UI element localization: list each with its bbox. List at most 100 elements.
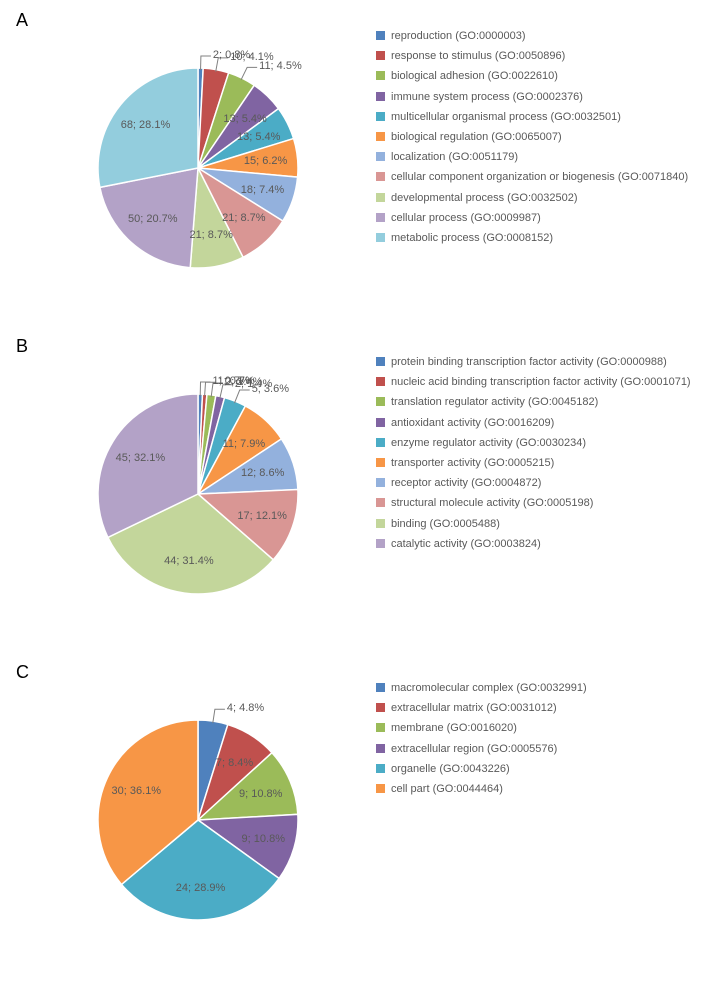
- slice-label: 44; 31.4%: [164, 555, 214, 567]
- legend-swatch: [376, 213, 385, 222]
- legend-item: binding (GO:0005488): [376, 518, 712, 531]
- legend-item: nucleic acid binding transcription facto…: [376, 376, 712, 389]
- legend-label: immune system process (GO:0002376): [391, 91, 583, 104]
- legend-label: structural molecule activity (GO:0005198…: [391, 497, 593, 510]
- legend-swatch: [376, 458, 385, 467]
- legend-item: localization (GO:0051179): [376, 151, 712, 164]
- slice-label: 11; 4.5%: [259, 60, 302, 72]
- legend-item: membrane (GO:0016020): [376, 722, 712, 735]
- legend-swatch: [376, 233, 385, 242]
- panel-label: A: [16, 10, 28, 31]
- slice-label: 13; 5.4%: [237, 131, 280, 143]
- legend-swatch: [376, 418, 385, 427]
- legend-label: organelle (GO:0043226): [391, 763, 510, 776]
- legend-label: translation regulator activity (GO:00451…: [391, 396, 598, 409]
- legend-item: biological adhesion (GO:0022610): [376, 70, 712, 83]
- slice-label: 9; 10.8%: [242, 833, 285, 845]
- slice-label: 7; 8.4%: [216, 757, 253, 769]
- slice-label: 15; 6.2%: [244, 155, 287, 167]
- chart-area: 1; 0.7%1; 0.7%2; 1.4%2; 1.4%5; 3.6%11; 7…: [10, 336, 712, 642]
- legend-label: catalytic activity (GO:0003824): [391, 538, 541, 551]
- legend-swatch: [376, 31, 385, 40]
- legend-swatch: [376, 703, 385, 712]
- legend-swatch: [376, 397, 385, 406]
- legend-label: protein binding transcription factor act…: [391, 356, 667, 369]
- legend-swatch: [376, 152, 385, 161]
- legend-label: antioxidant activity (GO:0016209): [391, 417, 554, 430]
- pie-chart: 2; 0.8%10; 4.1%11; 4.5%13; 5.4%13; 5.4%1…: [50, 20, 346, 316]
- slice-label: 11; 7.9%: [223, 438, 266, 450]
- pie-svg: [50, 672, 346, 968]
- legend-item: enzyme regulator activity (GO:0030234): [376, 437, 712, 450]
- legend-swatch: [376, 112, 385, 121]
- legend-swatch: [376, 51, 385, 60]
- legend-item: cellular component organization or bioge…: [376, 171, 712, 184]
- legend-item: translation regulator activity (GO:00451…: [376, 396, 712, 409]
- slice-label: 21; 8.7%: [189, 229, 232, 241]
- panel-label: B: [16, 336, 28, 357]
- panel-B: B 1; 0.7%1; 0.7%2; 1.4%2; 1.4%5; 3.6%11; …: [10, 336, 712, 642]
- legend-swatch: [376, 357, 385, 366]
- legend-item: protein binding transcription factor act…: [376, 356, 712, 369]
- legend-item: multicellular organismal process (GO:003…: [376, 111, 712, 124]
- legend-swatch: [376, 172, 385, 181]
- legend-label: enzyme regulator activity (GO:0030234): [391, 437, 586, 450]
- legend-label: localization (GO:0051179): [391, 151, 518, 164]
- legend-swatch: [376, 784, 385, 793]
- legend-item: reproduction (GO:0000003): [376, 30, 712, 43]
- legend-label: nucleic acid binding transcription facto…: [391, 376, 691, 389]
- legend-label: reproduction (GO:0000003): [391, 30, 526, 43]
- legend-label: cellular component organization or bioge…: [391, 171, 688, 184]
- legend-swatch: [376, 519, 385, 528]
- legend-item: developmental process (GO:0032502): [376, 192, 712, 205]
- legend-swatch: [376, 132, 385, 141]
- legend-swatch: [376, 92, 385, 101]
- legend-label: cell part (GO:0044464): [391, 783, 503, 796]
- legend-swatch: [376, 683, 385, 692]
- slice-label: 4; 4.8%: [227, 702, 264, 714]
- legend-item: immune system process (GO:0002376): [376, 91, 712, 104]
- legend-item: antioxidant activity (GO:0016209): [376, 417, 712, 430]
- legend: macromolecular complex (GO:0032991)extra…: [346, 672, 712, 803]
- legend-label: biological adhesion (GO:0022610): [391, 70, 558, 83]
- legend-label: binding (GO:0005488): [391, 518, 500, 531]
- legend-item: metabolic process (GO:0008152): [376, 232, 712, 245]
- legend-label: developmental process (GO:0032502): [391, 192, 578, 205]
- legend-item: organelle (GO:0043226): [376, 763, 712, 776]
- legend-label: biological regulation (GO:0065007): [391, 131, 562, 144]
- slice-label: 24; 28.9%: [176, 882, 226, 894]
- slice-label: 30; 36.1%: [112, 785, 162, 797]
- legend-swatch: [376, 539, 385, 548]
- panel-A: A2; 0.8%10; 4.1%11; 4.5%13; 5.4%13; 5.4%…: [10, 10, 712, 316]
- slice-label: 13; 5.4%: [223, 113, 266, 125]
- legend-swatch: [376, 764, 385, 773]
- legend-item: structural molecule activity (GO:0005198…: [376, 497, 712, 510]
- legend-item: receptor activity (GO:0004872): [376, 477, 712, 490]
- legend: reproduction (GO:0000003) response to sti…: [346, 20, 712, 252]
- legend-label: extracellular region (GO:0005576): [391, 743, 557, 756]
- pie-svg: [50, 346, 346, 642]
- legend-item: extracellular matrix (GO:0031012): [376, 702, 712, 715]
- legend-swatch: [376, 744, 385, 753]
- legend-item: biological regulation (GO:0065007): [376, 131, 712, 144]
- legend-label: receptor activity (GO:0004872): [391, 477, 541, 490]
- legend-item: response to stimulus (GO:0050896): [376, 50, 712, 63]
- panel-label: C: [16, 662, 29, 683]
- legend-label: multicellular organismal process (GO:003…: [391, 111, 621, 124]
- legend-swatch: [376, 193, 385, 202]
- legend-swatch: [376, 478, 385, 487]
- chart-area: 2; 0.8%10; 4.1%11; 4.5%13; 5.4%13; 5.4%1…: [10, 10, 712, 316]
- legend-label: transporter activity (GO:0005215): [391, 457, 554, 470]
- legend: protein binding transcription factor act…: [346, 346, 712, 558]
- slice-label: 21; 8.7%: [222, 212, 265, 224]
- legend-item: extracellular region (GO:0005576): [376, 743, 712, 756]
- slice-label: 50; 20.7%: [128, 213, 178, 225]
- legend-label: response to stimulus (GO:0050896): [391, 50, 565, 63]
- legend-swatch: [376, 71, 385, 80]
- slice-label: 45; 32.1%: [116, 452, 166, 464]
- pie-chart: 4; 4.8%7; 8.4%9; 10.8%9; 10.8%24; 28.9%3…: [50, 672, 346, 968]
- pie-chart: 1; 0.7%1; 0.7%2; 1.4%2; 1.4%5; 3.6%11; 7…: [50, 346, 346, 642]
- legend-swatch: [376, 723, 385, 732]
- legend-swatch: [376, 438, 385, 447]
- legend-item: cell part (GO:0044464): [376, 783, 712, 796]
